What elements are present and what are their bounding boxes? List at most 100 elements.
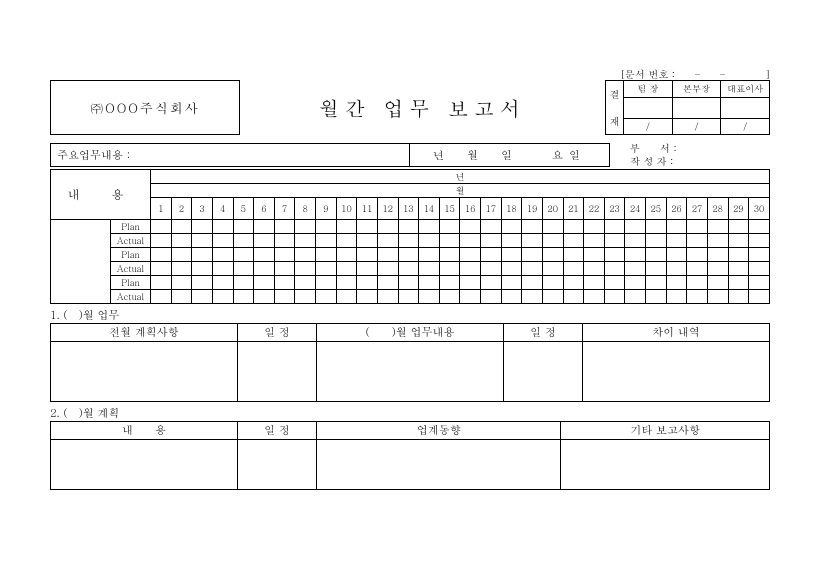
calendar-plan-0-13[interactable] — [398, 220, 419, 234]
calendar-plan-0-2[interactable] — [171, 220, 192, 234]
calendar-plan-0-28[interactable] — [707, 220, 728, 234]
calendar-actual-1-22[interactable] — [584, 262, 605, 276]
calendar-plan-1-19[interactable] — [522, 248, 543, 262]
calendar-actual-1-3[interactable] — [192, 262, 213, 276]
calendar-actual-2-25[interactable] — [646, 290, 667, 304]
calendar-plan-2-5[interactable] — [233, 276, 254, 290]
calendar-plan-0-16[interactable] — [460, 220, 481, 234]
calendar-plan-0-17[interactable] — [481, 220, 502, 234]
calendar-actual-1-16[interactable] — [460, 262, 481, 276]
calendar-plan-0-23[interactable] — [604, 220, 625, 234]
calendar-actual-1-26[interactable] — [666, 262, 687, 276]
calendar-actual-1-2[interactable] — [171, 262, 192, 276]
calendar-plan-1-8[interactable] — [295, 248, 316, 262]
calendar-plan-2-30[interactable] — [749, 276, 770, 290]
calendar-plan-0-18[interactable] — [501, 220, 522, 234]
calendar-plan-0-4[interactable] — [212, 220, 233, 234]
calendar-actual-1-11[interactable] — [357, 262, 378, 276]
sec1-cell-3[interactable] — [317, 342, 504, 402]
calendar-actual-1-17[interactable] — [481, 262, 502, 276]
calendar-actual-1-28[interactable] — [707, 262, 728, 276]
approval-sign-1[interactable] — [624, 97, 672, 118]
calendar-actual-1-6[interactable] — [254, 262, 275, 276]
calendar-plan-1-22[interactable] — [584, 248, 605, 262]
calendar-actual-2-15[interactable] — [439, 290, 460, 304]
calendar-actual-0-29[interactable] — [728, 234, 749, 248]
calendar-plan-0-7[interactable] — [274, 220, 295, 234]
calendar-actual-2-12[interactable] — [377, 290, 398, 304]
calendar-actual-0-20[interactable] — [542, 234, 563, 248]
calendar-actual-0-26[interactable] — [666, 234, 687, 248]
calendar-actual-2-14[interactable] — [419, 290, 440, 304]
calendar-actual-1-5[interactable] — [233, 262, 254, 276]
calendar-plan-0-27[interactable] — [687, 220, 708, 234]
calendar-actual-0-15[interactable] — [439, 234, 460, 248]
calendar-actual-1-29[interactable] — [728, 262, 749, 276]
calendar-actual-0-4[interactable] — [212, 234, 233, 248]
calendar-actual-0-7[interactable] — [274, 234, 295, 248]
calendar-actual-1-18[interactable] — [501, 262, 522, 276]
calendar-actual-2-9[interactable] — [316, 290, 337, 304]
calendar-plan-0-20[interactable] — [542, 220, 563, 234]
calendar-plan-1-20[interactable] — [542, 248, 563, 262]
calendar-actual-1-27[interactable] — [687, 262, 708, 276]
calendar-actual-2-26[interactable] — [666, 290, 687, 304]
calendar-actual-1-24[interactable] — [625, 262, 646, 276]
calendar-actual-0-16[interactable] — [460, 234, 481, 248]
calendar-actual-2-7[interactable] — [274, 290, 295, 304]
calendar-plan-2-19[interactable] — [522, 276, 543, 290]
calendar-plan-1-14[interactable] — [419, 248, 440, 262]
approval-sign-3[interactable] — [720, 97, 769, 118]
calendar-plan-2-24[interactable] — [625, 276, 646, 290]
calendar-actual-0-3[interactable] — [192, 234, 213, 248]
calendar-plan-0-15[interactable] — [439, 220, 460, 234]
calendar-plan-0-3[interactable] — [192, 220, 213, 234]
calendar-actual-1-10[interactable] — [336, 262, 357, 276]
calendar-actual-2-22[interactable] — [584, 290, 605, 304]
calendar-plan-1-13[interactable] — [398, 248, 419, 262]
calendar-plan-2-13[interactable] — [398, 276, 419, 290]
calendar-plan-2-3[interactable] — [192, 276, 213, 290]
calendar-plan-2-28[interactable] — [707, 276, 728, 290]
calendar-actual-0-21[interactable] — [563, 234, 584, 248]
calendar-actual-2-13[interactable] — [398, 290, 419, 304]
calendar-actual-0-23[interactable] — [604, 234, 625, 248]
sec1-cell-1[interactable] — [51, 342, 238, 402]
calendar-plan-2-4[interactable] — [212, 276, 233, 290]
calendar-actual-2-1[interactable] — [151, 290, 172, 304]
calendar-plan-1-12[interactable] — [377, 248, 398, 262]
calendar-plan-0-6[interactable] — [254, 220, 275, 234]
calendar-actual-2-3[interactable] — [192, 290, 213, 304]
calendar-actual-2-29[interactable] — [728, 290, 749, 304]
calendar-actual-2-23[interactable] — [604, 290, 625, 304]
calendar-plan-2-10[interactable] — [336, 276, 357, 290]
calendar-actual-2-20[interactable] — [542, 290, 563, 304]
calendar-plan-2-22[interactable] — [584, 276, 605, 290]
calendar-plan-0-22[interactable] — [584, 220, 605, 234]
calendar-actual-1-13[interactable] — [398, 262, 419, 276]
calendar-actual-0-22[interactable] — [584, 234, 605, 248]
calendar-actual-0-6[interactable] — [254, 234, 275, 248]
calendar-plan-1-28[interactable] — [707, 248, 728, 262]
calendar-plan-2-7[interactable] — [274, 276, 295, 290]
calendar-plan-1-23[interactable] — [604, 248, 625, 262]
calendar-actual-2-8[interactable] — [295, 290, 316, 304]
calendar-plan-0-11[interactable] — [357, 220, 378, 234]
calendar-actual-2-30[interactable] — [749, 290, 770, 304]
calendar-plan-2-9[interactable] — [316, 276, 337, 290]
calendar-plan-1-5[interactable] — [233, 248, 254, 262]
calendar-plan-0-19[interactable] — [522, 220, 543, 234]
calendar-plan-1-17[interactable] — [481, 248, 502, 262]
calendar-actual-0-11[interactable] — [357, 234, 378, 248]
calendar-plan-1-4[interactable] — [212, 248, 233, 262]
calendar-actual-1-30[interactable] — [749, 262, 770, 276]
calendar-plan-0-29[interactable] — [728, 220, 749, 234]
calendar-actual-2-18[interactable] — [501, 290, 522, 304]
calendar-actual-1-7[interactable] — [274, 262, 295, 276]
calendar-actual-2-21[interactable] — [563, 290, 584, 304]
calendar-plan-2-21[interactable] — [563, 276, 584, 290]
calendar-actual-1-20[interactable] — [542, 262, 563, 276]
calendar-plan-2-16[interactable] — [460, 276, 481, 290]
calendar-plan-1-29[interactable] — [728, 248, 749, 262]
calendar-plan-2-23[interactable] — [604, 276, 625, 290]
